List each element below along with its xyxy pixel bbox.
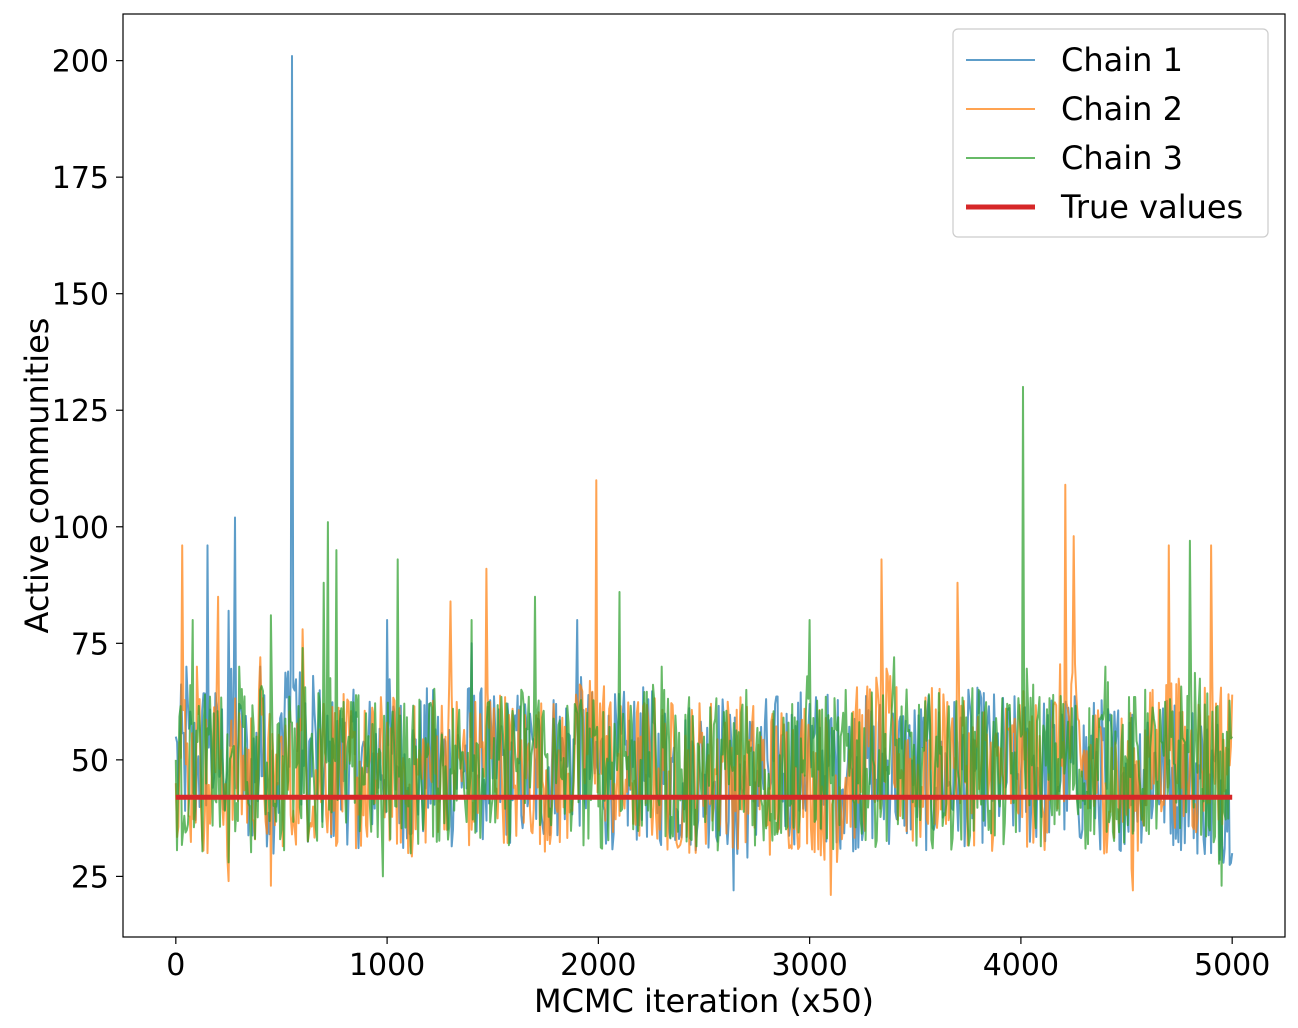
y-tick-label: 75 [71,627,109,662]
legend-box [952,28,1269,238]
x-axis-label: MCMC iteration (x50) [534,982,874,1020]
y-tick-label: 150 [52,278,109,313]
x-tick-label: 3000 [771,948,847,983]
legend: Chain 1 Chain 2 Chain 3 True values [952,28,1269,238]
y-axis-label: Active communities [18,318,56,634]
x-tick-label: 4000 [983,948,1059,983]
series-line-3 [174,385,1234,887]
legend-label-2: Chain 2 [1061,90,1183,128]
y-tick-label: 100 [52,511,109,546]
legend-label-3: Chain 3 [1061,139,1183,177]
series-layer [174,55,1234,896]
y-tick-label: 175 [52,161,109,196]
x-tick-label: 0 [166,948,185,983]
y-tick-label: 125 [52,394,109,429]
legend-label-4: True values [1060,188,1243,226]
y-axis: 25 50 75 100 125 150 175 200 [52,45,123,895]
x-tick-label: 5000 [1194,948,1270,983]
y-tick-label: 200 [52,45,109,80]
x-tick-label: 2000 [560,948,636,983]
y-tick-label: 25 [71,860,109,895]
y-tick-label: 50 [71,744,109,779]
x-axis: 0 1000 2000 3000 4000 5000 [166,937,1270,983]
x-tick-label: 1000 [349,948,425,983]
legend-label-1: Chain 1 [1061,41,1183,79]
plot-frame [122,13,1286,938]
